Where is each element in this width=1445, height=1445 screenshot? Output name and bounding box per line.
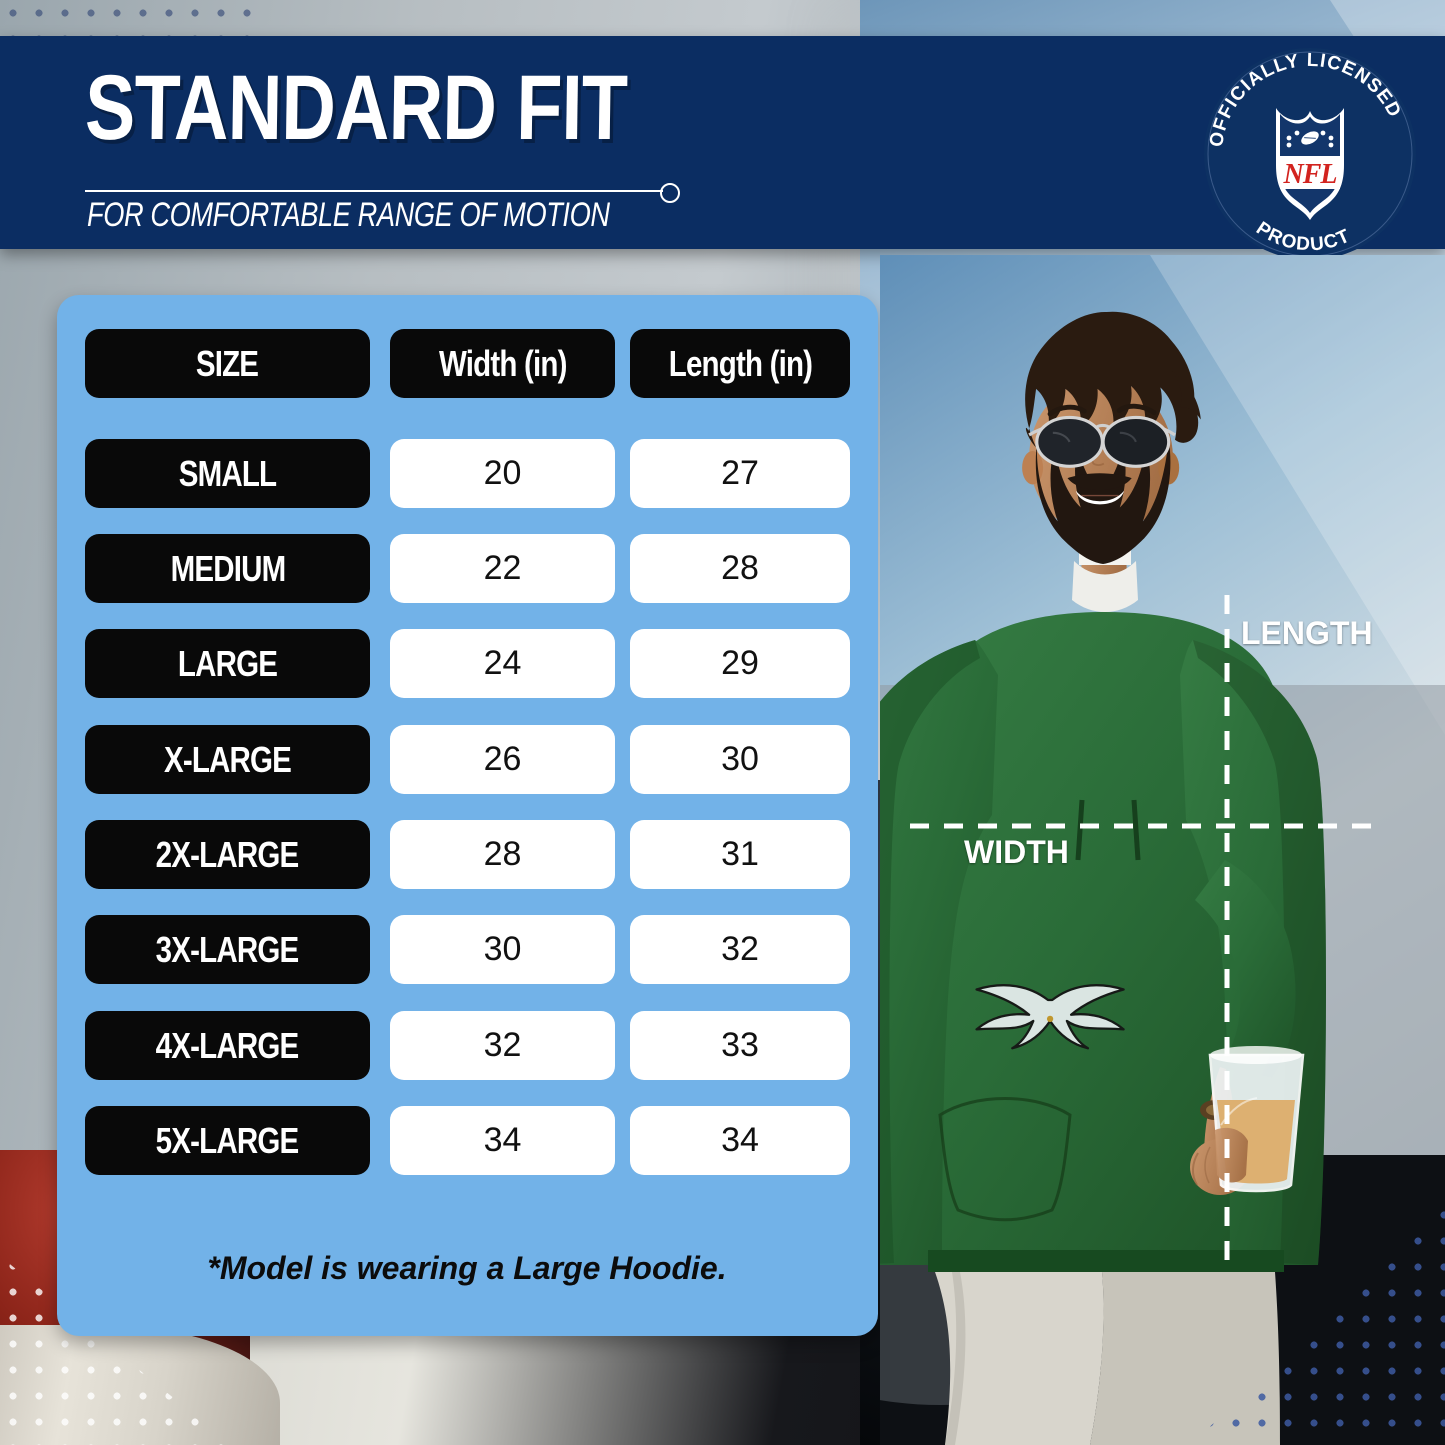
svg-text:NFL: NFL (1283, 159, 1337, 190)
